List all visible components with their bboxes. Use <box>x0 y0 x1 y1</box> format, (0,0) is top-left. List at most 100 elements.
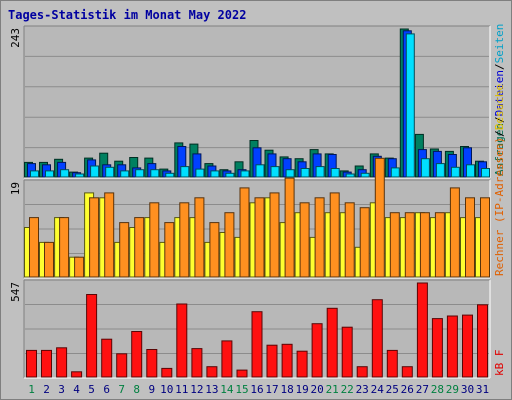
bar-kb-kbf-1 <box>26 349 37 378</box>
day-label-18: 18 <box>280 383 293 396</box>
day-label-19: 19 <box>295 383 308 396</box>
legend-entry: Dateien <box>493 70 506 116</box>
bar-kb-kbf-9 <box>146 349 158 378</box>
bar-requests-seiten-8 <box>135 169 145 178</box>
bar-requests-seiten-10 <box>165 172 175 178</box>
bar-requests-seiten-13 <box>210 170 220 178</box>
bar-requests-seiten-27 <box>420 158 430 178</box>
max-label-requests: 243 <box>9 28 22 48</box>
bar-requests-seiten-9 <box>150 169 160 178</box>
bar-requests-seiten-21 <box>330 168 340 178</box>
max-label-kb: 547 <box>9 282 22 302</box>
day-label-7: 7 <box>118 383 125 396</box>
bar-kb-kbf-21 <box>326 307 338 378</box>
day-label-24: 24 <box>371 383 385 396</box>
bar-kb-kbf-2 <box>41 349 52 378</box>
bar-visits-rechneripadressen-24 <box>374 157 385 278</box>
legend-visits: Rechner (IP-Adressen)/Besuche <box>493 84 506 276</box>
bar-requests-seiten-20 <box>315 166 325 178</box>
bar-visits-rechneripadressen-22 <box>344 202 355 278</box>
day-label-21: 21 <box>326 383 339 396</box>
bar-kb-kbf-7 <box>116 353 128 378</box>
bar-requests-seiten-6 <box>105 166 115 178</box>
bar-kb-kbf-25 <box>386 349 398 378</box>
bar-kb-kbf-5 <box>86 294 98 378</box>
bar-kb-kbf-3 <box>56 347 68 378</box>
bar-visits-rechneripadressen-23 <box>359 207 370 278</box>
day-label-25: 25 <box>386 383 399 396</box>
bar-requests-seiten-29 <box>450 166 460 178</box>
day-label-17: 17 <box>265 383 278 396</box>
bar-kb-kbf-30 <box>462 314 473 378</box>
bar-visits-rechneripadressen-18 <box>284 177 295 278</box>
bar-kb-kbf-13 <box>206 366 218 378</box>
bar-visits-rechneripadressen-31 <box>480 197 490 278</box>
bar-visits-rechneripadressen-16 <box>254 197 265 278</box>
bar-kb-kbf-24 <box>371 299 383 378</box>
bar-visits-rechneripadressen-4 <box>74 256 85 278</box>
bar-requests-seiten-3 <box>60 169 70 178</box>
bar-visits-rechneripadressen-8 <box>134 217 145 278</box>
bar-requests-seiten-14 <box>225 172 235 178</box>
bar-kb-kbf-20 <box>311 323 323 378</box>
legend-entry: Seiten <box>493 24 506 64</box>
day-label-8: 8 <box>133 383 140 396</box>
bar-visits-rechneripadressen-28 <box>434 212 445 278</box>
bar-requests-seiten-19 <box>300 168 310 178</box>
bar-visits-rechneripadressen-25 <box>389 212 400 278</box>
day-label-13: 13 <box>205 383 218 396</box>
day-label-14: 14 <box>220 383 234 396</box>
bar-requests-seiten-30 <box>466 164 475 178</box>
bar-requests-seiten-11 <box>180 166 190 178</box>
bar-requests-seiten-2 <box>45 170 54 178</box>
day-label-31: 31 <box>476 383 489 396</box>
day-label-1: 1 <box>28 383 35 396</box>
bar-kb-kbf-27 <box>416 282 428 378</box>
legend-entry: / <box>493 130 506 137</box>
bar-visits-rechneripadressen-21 <box>329 192 340 278</box>
bar-kb-kbf-10 <box>161 367 173 378</box>
bar-kb-kbf-18 <box>281 343 293 378</box>
day-label-30: 30 <box>461 383 474 396</box>
bar-visits-rechneripadressen-3 <box>59 217 70 278</box>
bar-kb-kbf-8 <box>131 331 143 378</box>
day-label-9: 9 <box>148 383 155 396</box>
day-label-2: 2 <box>43 383 50 396</box>
day-label-22: 22 <box>341 383 354 396</box>
bar-visits-rechneripadressen-12 <box>194 197 205 278</box>
bar-requests-seiten-31 <box>481 168 490 178</box>
bar-requests-seiten-15 <box>240 170 250 178</box>
day-label-20: 20 <box>310 383 323 396</box>
bar-visits-rechneripadressen-17 <box>269 192 280 278</box>
bar-visits-rechneripadressen-9 <box>149 202 160 278</box>
legend-requests: Anfragen/Dateien/Seiten <box>493 24 506 176</box>
bar-kb-kbf-6 <box>101 338 113 378</box>
day-label-15: 15 <box>235 383 248 396</box>
bar-visits-rechneripadressen-19 <box>299 202 310 278</box>
legend-entry: kB F <box>493 350 506 377</box>
bar-kb-kbf-23 <box>356 366 368 378</box>
bar-requests-seiten-1 <box>30 170 39 178</box>
bar-visits-rechneripadressen-1 <box>29 217 39 278</box>
day-label-23: 23 <box>356 383 369 396</box>
day-label-11: 11 <box>175 383 188 396</box>
bar-kb-kbf-11 <box>176 303 188 378</box>
day-label-3: 3 <box>58 383 65 396</box>
legend-entry: Anfragen <box>493 123 506 176</box>
bar-requests-seiten-18 <box>285 169 295 178</box>
bar-kb-kbf-28 <box>431 318 443 378</box>
legend-entry: Rechner (IP-Adressen) <box>493 137 506 276</box>
legend-entry: / <box>493 116 506 123</box>
bar-requests-seiten-12 <box>195 168 205 178</box>
chart-title: Tages-Statistik im Monat May 2022 <box>8 8 247 22</box>
day-label-5: 5 <box>88 383 95 396</box>
max-label-visits: 19 <box>9 182 22 195</box>
bar-kb-kbf-14 <box>221 340 233 378</box>
bar-visits-rechneripadressen-11 <box>179 202 190 278</box>
day-label-27: 27 <box>416 383 429 396</box>
bar-requests-seiten-5 <box>90 165 100 178</box>
bar-visits-rechneripadressen-20 <box>314 197 325 278</box>
bar-requests-seiten-7 <box>120 170 130 178</box>
day-label-4: 4 <box>73 383 80 396</box>
